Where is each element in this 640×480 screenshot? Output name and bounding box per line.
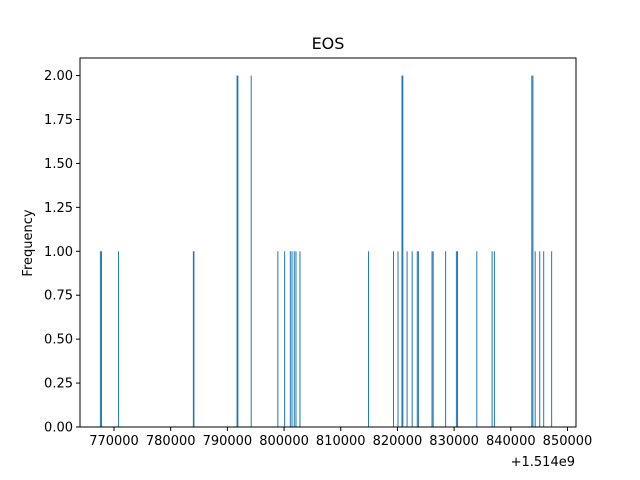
y-tick-label-3: 0.75 bbox=[44, 289, 73, 304]
histogram-bar-23 bbox=[417, 251, 419, 427]
y-tick-label-1: 0.25 bbox=[44, 377, 73, 392]
histogram-bar-3 bbox=[192, 251, 194, 427]
x-tick-label-3: 800000 bbox=[259, 434, 309, 449]
histogram-bar-30 bbox=[491, 251, 493, 427]
histogram-bar-32 bbox=[531, 75, 533, 428]
histogram-bar-29 bbox=[476, 251, 478, 427]
histogram-bar-7 bbox=[250, 75, 252, 428]
histogram-bar-33 bbox=[532, 75, 534, 428]
histogram-bar-12 bbox=[293, 251, 295, 427]
x-tick-label-2: 790000 bbox=[203, 434, 253, 449]
x-tick-label-6: 830000 bbox=[429, 434, 479, 449]
histogram-bar-27 bbox=[455, 251, 457, 427]
histogram-bar-35 bbox=[539, 251, 541, 427]
histogram-bar-18 bbox=[401, 75, 403, 428]
histogram-bar-6 bbox=[237, 75, 239, 428]
plot-frame bbox=[79, 57, 577, 428]
histogram-bar-22 bbox=[416, 251, 418, 427]
histogram-bar-25 bbox=[432, 251, 434, 427]
y-tick-label-8: 2.00 bbox=[44, 69, 73, 84]
histogram-bar-19 bbox=[402, 75, 404, 428]
histogram-bar-1 bbox=[101, 251, 103, 427]
histogram-bar-8 bbox=[277, 251, 279, 427]
y-tick-label-0: 0.00 bbox=[44, 421, 73, 436]
histogram-bar-2 bbox=[118, 251, 120, 427]
x-axis-offset-label: +1.514e9 bbox=[511, 455, 575, 470]
y-tick-label-5: 1.25 bbox=[44, 201, 73, 216]
histogram-bar-11 bbox=[291, 251, 293, 427]
x-tick-label-8: 850000 bbox=[543, 434, 593, 449]
histogram-bar-16 bbox=[392, 251, 394, 427]
histogram-bar-10 bbox=[289, 251, 291, 427]
y-tick-label-4: 1.00 bbox=[44, 245, 73, 260]
x-tick-label-5: 820000 bbox=[373, 434, 423, 449]
histogram-bar-28 bbox=[457, 251, 459, 427]
x-tick-label-0: 770000 bbox=[89, 434, 139, 449]
x-tick-label-7: 840000 bbox=[486, 434, 536, 449]
y-axis-label: Frequency bbox=[21, 209, 36, 276]
histogram-bar-31 bbox=[493, 251, 495, 427]
axes-group: 770000 780000 790000 800000 810000 820000 8300… bbox=[44, 57, 593, 449]
histogram-bar-17 bbox=[397, 251, 399, 427]
y-tick-label-2: 0.50 bbox=[44, 333, 73, 348]
histogram-bar-21 bbox=[411, 251, 413, 427]
histogram-bar-24 bbox=[431, 251, 433, 427]
y-tick-label-6: 1.50 bbox=[44, 157, 73, 172]
histogram-bar-15 bbox=[368, 251, 370, 427]
histogram-bar-13 bbox=[295, 251, 297, 427]
histogram-bar-5 bbox=[236, 75, 238, 428]
histogram-bar-14 bbox=[299, 251, 301, 427]
histogram-bar-26 bbox=[445, 251, 447, 427]
x-tick-label-4: 810000 bbox=[316, 434, 366, 449]
histogram-bar-0 bbox=[99, 251, 101, 427]
bars-group bbox=[99, 75, 553, 428]
histogram-bar-34 bbox=[534, 251, 536, 427]
chart-title: EOS bbox=[312, 34, 345, 53]
histogram-bar-4 bbox=[193, 251, 195, 427]
y-tick-label-7: 1.75 bbox=[44, 113, 73, 128]
x-tick-label-1: 780000 bbox=[146, 434, 196, 449]
histogram-bar-37 bbox=[551, 251, 553, 427]
histogram-bar-20 bbox=[406, 251, 408, 427]
histogram-bar-9 bbox=[284, 251, 286, 427]
histogram-bar-36 bbox=[543, 251, 545, 427]
